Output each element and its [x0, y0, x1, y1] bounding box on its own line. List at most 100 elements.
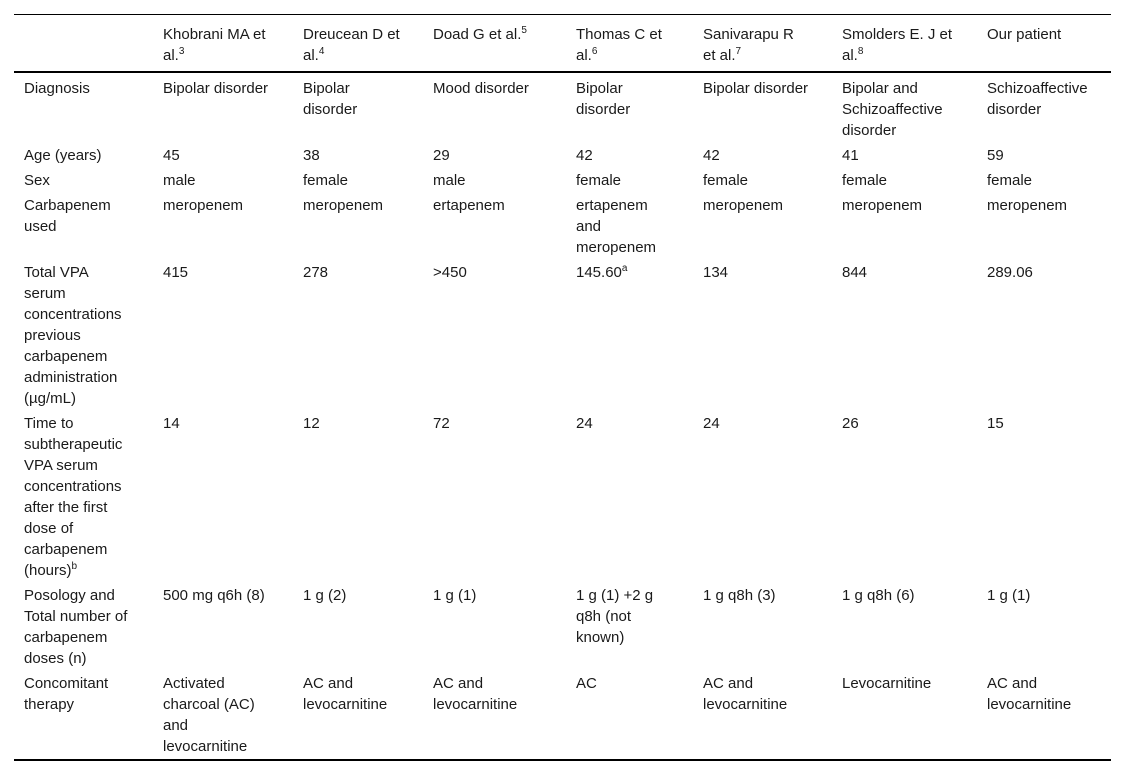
column-header-empty	[14, 14, 153, 73]
table-cell: Bipolar and Schizoaffective disorder	[832, 72, 977, 143]
cell-text: 41	[842, 147, 859, 164]
table-cell: Bipolar disorder	[293, 72, 423, 143]
cell-text: Sex	[24, 172, 50, 189]
table-cell: 41	[832, 143, 977, 168]
column-header-thomas: Thomas C et al.6	[566, 14, 693, 73]
cell-text: ertapenem	[433, 197, 505, 214]
row-label: Total VPA serum concentrations previous …	[14, 260, 153, 411]
cell-text: AC and levocarnitine	[703, 675, 788, 713]
row-label: Diagnosis	[14, 72, 153, 143]
table-cell: 844	[832, 260, 977, 411]
table-cell: Schizoaffective disorder	[977, 72, 1111, 143]
cell-text: 1 g q8h (6)	[842, 587, 915, 604]
table-cell: 24	[566, 411, 693, 583]
table-cell: meropenem	[293, 193, 423, 260]
cell-text: 1 g (1)	[433, 587, 477, 604]
table-cell: meropenem	[832, 193, 977, 260]
cell-text: 14	[163, 415, 180, 432]
table-cell: 1 g (1)	[423, 583, 566, 671]
cell-text: 38	[303, 147, 320, 164]
table-cell: 1 g (1)	[977, 583, 1111, 671]
column-header-smolders: Smolders E. J et al.8	[832, 14, 977, 73]
table-cell: 1 g (2)	[293, 583, 423, 671]
cell-text: 29	[433, 147, 450, 164]
cell-text: meropenem	[987, 197, 1068, 214]
table-cell: 1 g q8h (6)	[832, 583, 977, 671]
reference-superscript: 6	[591, 46, 598, 57]
table-row-carbapenem-used: Carbapenem used meropenem meropenem erta…	[14, 193, 1111, 260]
cell-text: male	[163, 172, 196, 189]
cell-text: 24	[703, 415, 720, 432]
table-cell: AC and levocarnitine	[423, 671, 566, 760]
table-cell: male	[423, 168, 566, 193]
cell-text: female	[703, 172, 749, 189]
cell-text: Our patient	[987, 26, 1062, 43]
cell-text: 145.60	[576, 264, 622, 281]
table-cell: 145.60a	[566, 260, 693, 411]
cell-text: 24	[576, 415, 593, 432]
reference-superscript: 3	[178, 46, 185, 57]
table-cell: AC and levocarnitine	[693, 671, 832, 760]
cell-text: 134	[703, 264, 729, 281]
table-row-concomitant-therapy: Concomitant therapy Activated charcoal (…	[14, 671, 1111, 760]
cell-text: AC and levocarnitine	[303, 675, 388, 713]
row-label: Sex	[14, 168, 153, 193]
cell-text: meropenem	[303, 197, 384, 214]
cell-text: 15	[987, 415, 1004, 432]
cell-text: female	[303, 172, 349, 189]
table-cell: 134	[693, 260, 832, 411]
cell-text: Bipolar and Schizoaffective disorder	[842, 80, 943, 139]
table-cell: female	[293, 168, 423, 193]
table-cell: Levocarnitine	[832, 671, 977, 760]
table-cell: AC and levocarnitine	[293, 671, 423, 760]
table-cell: Mood disorder	[423, 72, 566, 143]
cell-text: Thomas C et al.	[576, 26, 662, 64]
row-label: Time to subtherapeutic VPA serum concent…	[14, 411, 153, 583]
cell-text: 1 g (1) +2 g q8h (not known)	[576, 587, 654, 646]
footnote-superscript: a	[621, 263, 628, 274]
table-cell: 26	[832, 411, 977, 583]
column-header-khobrani: Khobrani MA et al.3	[153, 14, 293, 73]
table-cell: ertapenem and meropenem	[566, 193, 693, 260]
table-row-posology: Posology and Total number of carbapenem …	[14, 583, 1111, 671]
cell-text: Concomitant therapy	[24, 675, 109, 713]
row-label: Concomitant therapy	[14, 671, 153, 760]
table-cell: 29	[423, 143, 566, 168]
column-header-our-patient: Our patient	[977, 14, 1111, 73]
reference-superscript: 7	[735, 46, 742, 57]
cell-text: 26	[842, 415, 859, 432]
cell-text: female	[987, 172, 1033, 189]
cell-text: 415	[163, 264, 189, 281]
cell-text: Time to subtherapeutic VPA serum concent…	[24, 415, 123, 579]
column-header-dreucean: Dreucean D et al.4	[293, 14, 423, 73]
cell-text: Posology and Total number of carbapenem …	[24, 587, 128, 667]
cell-text: Khobrani MA et al.	[163, 26, 266, 64]
cell-text: AC	[576, 675, 597, 692]
cell-text: Carbapenem used	[24, 197, 111, 235]
cell-text: ertapenem and meropenem	[576, 197, 657, 256]
cell-text: female	[842, 172, 888, 189]
cell-text: Bipolar disorder	[303, 80, 358, 118]
table-cell: AC and levocarnitine	[977, 671, 1111, 760]
reference-superscript: 5	[521, 25, 527, 36]
cell-text: Bipolar disorder	[576, 80, 631, 118]
row-label: Age (years)	[14, 143, 153, 168]
table-row-time-to-subtherapeutic: Time to subtherapeutic VPA serum concent…	[14, 411, 1111, 583]
cell-text: 45	[163, 147, 180, 164]
cell-text: 500 mg q6h (8)	[163, 587, 265, 604]
footnote-superscript: b	[71, 561, 78, 572]
table-cell: 42	[566, 143, 693, 168]
table-cell: meropenem	[977, 193, 1111, 260]
row-label: Posology and Total number of carbapenem …	[14, 583, 153, 671]
table-cell: meropenem	[153, 193, 293, 260]
cell-text: meropenem	[163, 197, 244, 214]
cell-text: Schizoaffective disorder	[987, 80, 1088, 118]
cell-text: 42	[576, 147, 593, 164]
table-cell: 72	[423, 411, 566, 583]
table-cell: 14	[153, 411, 293, 583]
cell-text: AC and levocarnitine	[433, 675, 518, 713]
table-cell: ertapenem	[423, 193, 566, 260]
cell-text: 59	[987, 147, 1004, 164]
cell-text: >450	[433, 264, 467, 281]
